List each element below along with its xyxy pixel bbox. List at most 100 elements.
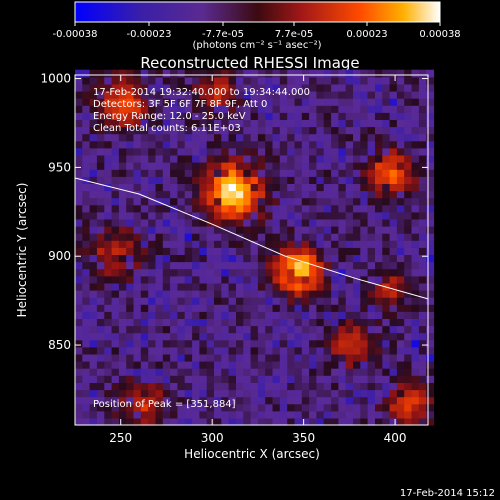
- heatmap-cell: [389, 76, 398, 85]
- heatmap-cell: [96, 361, 105, 369]
- heatmap-cell: [89, 162, 98, 170]
- heatmap-cell: [279, 261, 288, 270]
- heatmap-cell: [309, 76, 317, 85]
- heatmap-cell: [206, 226, 215, 234]
- heatmap-cell: [155, 98, 164, 106]
- heatmap-cell: [353, 417, 361, 426]
- heatmap-cell: [396, 190, 405, 199]
- heatmap-cell: [338, 261, 347, 270]
- heatmap-cell: [389, 346, 398, 355]
- heatmap-cell: [192, 254, 200, 263]
- heatmap-cell: [323, 311, 332, 319]
- heatmap-cell: [418, 325, 427, 334]
- heatmap-cell: [382, 218, 391, 227]
- heatmap-cell: [228, 247, 237, 255]
- heatmap-cell: [184, 98, 193, 106]
- heatmap-cell: [309, 361, 317, 369]
- heatmap-cell: [75, 83, 83, 92]
- heatmap-cell: [75, 105, 83, 113]
- heatmap-cell: [111, 417, 120, 426]
- heatmap-cell: [294, 69, 303, 78]
- heatmap-cell: [236, 410, 244, 419]
- heatmap-cell: [309, 226, 317, 234]
- heatmap-cell: [199, 154, 208, 163]
- heatmap-cell: [243, 69, 252, 78]
- heatmap-cell: [338, 218, 347, 227]
- heatmap-cell: [148, 247, 157, 255]
- heatmap-cell: [155, 183, 164, 192]
- heatmap-cell: [192, 126, 200, 135]
- heatmap-cell: [360, 297, 369, 305]
- heatmap-cell: [104, 211, 113, 220]
- heatmap-cell: [199, 69, 208, 78]
- heatmap-cell: [206, 275, 215, 284]
- heatmap-cell: [287, 204, 296, 213]
- heatmap-cell: [265, 346, 274, 355]
- heatmap-cell: [404, 105, 413, 113]
- heatmap-cell: [126, 325, 135, 334]
- heatmap-cell: [345, 389, 354, 398]
- heatmap-cell: [192, 91, 200, 99]
- heatmap-cell: [89, 154, 98, 163]
- heatmap-cell: [411, 247, 420, 255]
- heatmap-cell: [82, 133, 91, 142]
- heatmap-cell: [140, 91, 149, 99]
- heatmap-cell: [199, 105, 208, 113]
- heatmap-cell: [111, 154, 120, 163]
- heatmap-cell: [360, 226, 369, 234]
- heatmap-cell: [118, 290, 127, 298]
- heatmap-cell: [257, 361, 266, 369]
- heatmap-cell: [418, 119, 427, 128]
- heatmap-cell: [294, 133, 303, 142]
- heatmap-cell: [75, 169, 83, 177]
- heatmap-cell: [309, 339, 317, 348]
- heatmap-cell: [404, 226, 413, 234]
- heatmap-cell: [382, 325, 391, 334]
- heatmap-cell: [214, 396, 222, 405]
- heatmap-cell: [272, 290, 281, 298]
- heatmap-cell: [345, 119, 354, 128]
- heatmap-cell: [228, 119, 237, 128]
- heatmap-cell: [301, 105, 310, 113]
- heatmap-cell: [199, 375, 208, 383]
- heatmap-cell: [353, 226, 361, 234]
- heatmap-cell: [243, 417, 252, 426]
- heatmap-cell: [104, 140, 113, 149]
- heatmap-cell: [89, 169, 98, 177]
- heatmap-cell: [353, 176, 361, 184]
- heatmap-cell: [126, 361, 135, 369]
- heatmap-cell: [353, 83, 361, 92]
- heatmap-cell: [360, 417, 369, 426]
- heatmap-cell: [148, 361, 157, 369]
- heatmap-cell: [133, 147, 142, 156]
- heatmap-cell: [192, 410, 200, 419]
- heatmap-cell: [75, 361, 83, 369]
- heatmap-cell: [338, 311, 347, 319]
- heatmap-cell: [140, 211, 149, 220]
- heatmap-cell: [309, 403, 317, 412]
- heatmap-cell: [316, 318, 325, 327]
- heatmap-cell: [301, 169, 310, 177]
- heatmap-cell: [382, 83, 391, 92]
- heatmap-cell: [316, 375, 325, 383]
- heatmap-cell: [426, 325, 435, 334]
- heatmap-cell: [162, 275, 171, 284]
- heatmap-cell: [279, 190, 288, 199]
- heatmap-cell: [140, 311, 149, 319]
- heatmap-cell: [89, 275, 98, 284]
- heatmap-cell: [140, 268, 149, 277]
- heatmap-cell: [89, 290, 98, 298]
- heatmap-cell: [236, 261, 244, 270]
- heatmap-cell: [411, 190, 420, 199]
- heatmap-cell: [177, 98, 186, 106]
- heatmap-cell: [140, 112, 149, 120]
- heatmap-cell: [170, 154, 178, 163]
- heatmap-cell: [411, 268, 420, 277]
- heatmap-cell: [338, 233, 347, 241]
- heatmap-cell: [404, 176, 413, 184]
- heatmap-cell: [221, 190, 230, 199]
- heatmap-cell: [353, 332, 361, 341]
- heatmap-cell: [382, 268, 391, 277]
- heatmap-cell: [111, 105, 120, 113]
- heatmap-cell: [279, 240, 288, 248]
